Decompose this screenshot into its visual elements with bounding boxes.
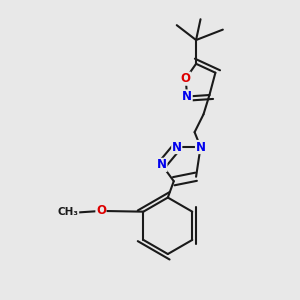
- Text: O: O: [96, 204, 106, 218]
- Text: CH₃: CH₃: [58, 207, 79, 218]
- Text: N: N: [172, 140, 182, 154]
- Text: N: N: [157, 158, 167, 171]
- Text: N: N: [182, 90, 192, 103]
- Text: O: O: [181, 72, 191, 85]
- Text: N: N: [196, 140, 206, 154]
